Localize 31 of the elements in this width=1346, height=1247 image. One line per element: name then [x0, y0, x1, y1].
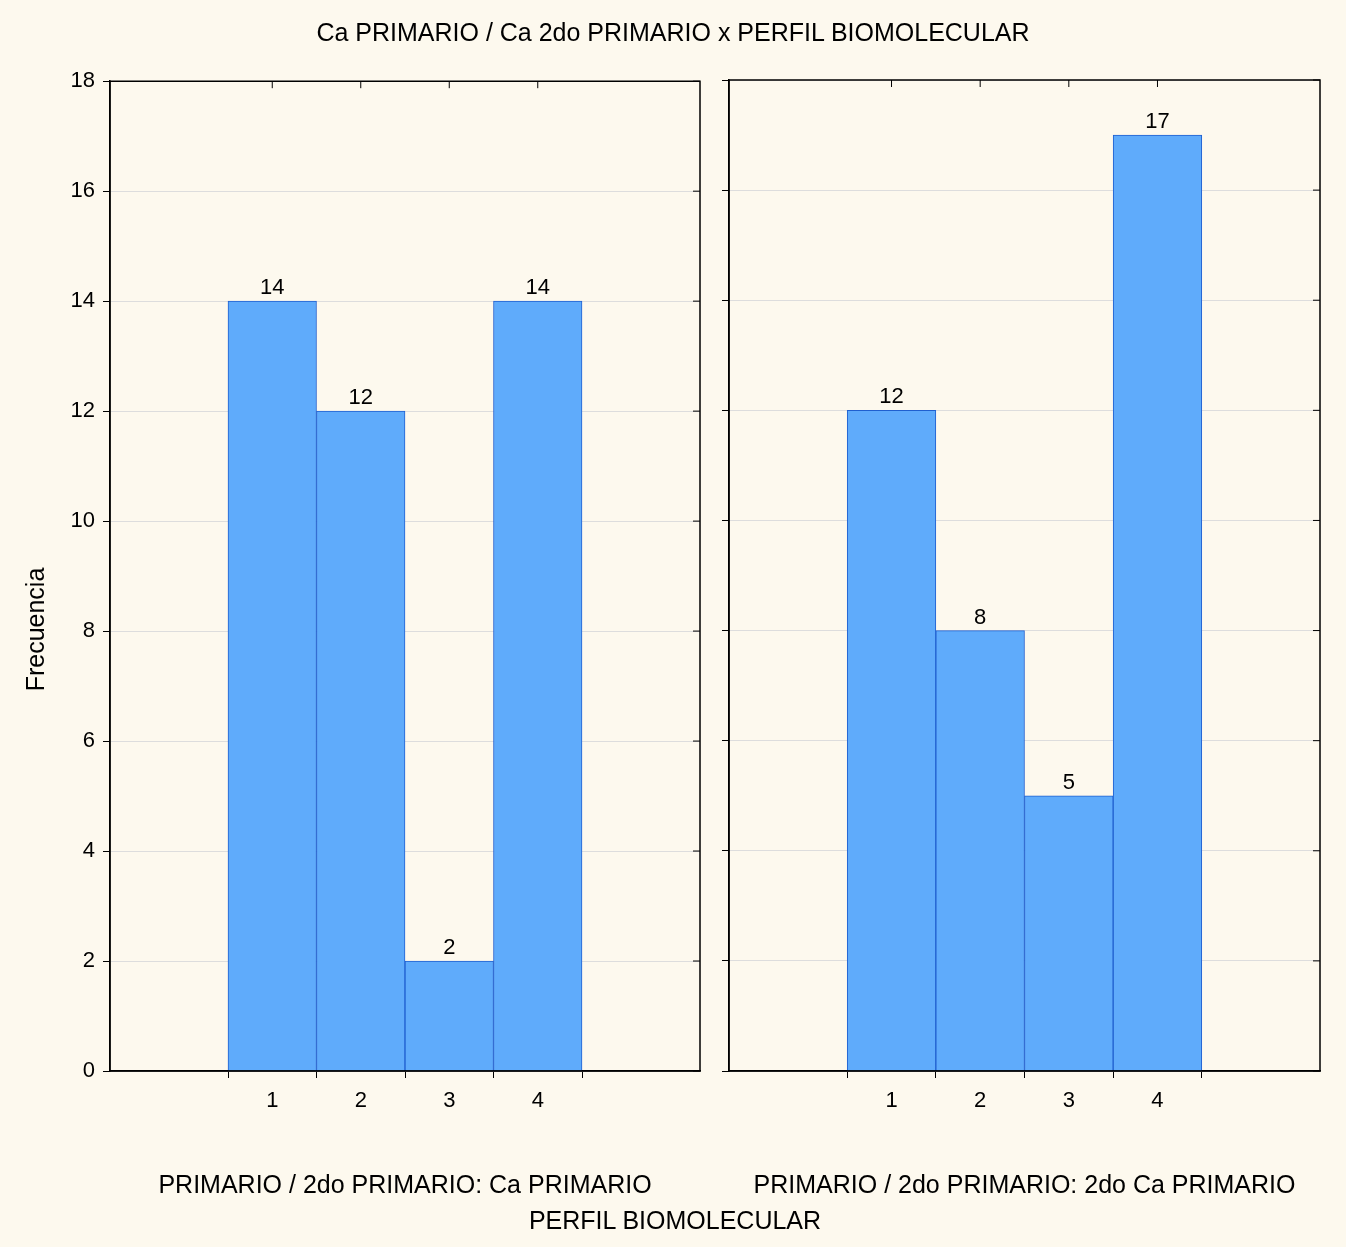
- data-label: 8: [974, 603, 987, 629]
- x-tick-label: 4: [1151, 1087, 1164, 1113]
- text: Ca PRIMARIO / Ca 2do PRIMARIO x PERFIL BIOMOLECULAR: [315, 18, 1031, 47]
- data-label: 14: [525, 274, 550, 300]
- data-label: 17: [1145, 108, 1170, 134]
- x-tick-label: 3: [1062, 1087, 1075, 1113]
- y-tick-label: 10: [70, 507, 95, 533]
- x-tick-label: 2: [974, 1087, 987, 1113]
- x-tick-label: 2: [354, 1087, 367, 1113]
- data-label: 14: [260, 274, 285, 300]
- y-tick-label: 0: [82, 1057, 95, 1083]
- data-label: 2: [443, 934, 456, 960]
- text: PERFIL BIOMOLECULAR: [527, 1206, 823, 1235]
- data-label: 5: [1062, 768, 1075, 794]
- x-tick-label: 3: [443, 1087, 456, 1113]
- y-tick-label: 2: [82, 947, 95, 973]
- y-tick-label: 6: [82, 727, 95, 753]
- y-tick-label: 12: [70, 397, 95, 423]
- y-tick-label: 4: [82, 837, 95, 863]
- x-tick-label: 1: [266, 1087, 279, 1113]
- x-tick-label: 4: [531, 1087, 544, 1113]
- y-tick-label: 18: [70, 67, 95, 93]
- y-tick-label: 8: [82, 617, 95, 643]
- y-axis-title: Frecuencia: [20, 566, 50, 694]
- x-axis-title: PRIMARIO / 2do PRIMARIO: Ca PRIMARIO: [157, 1170, 653, 1199]
- x-tick-label: 1: [885, 1087, 898, 1113]
- y-tick-label: 16: [70, 177, 95, 203]
- y-tick-label: 14: [70, 287, 95, 313]
- data-label: 12: [879, 383, 904, 409]
- x-axis-title: PRIMARIO / 2do PRIMARIO: 2do Ca PRIMARIO: [752, 1170, 1297, 1199]
- data-label: 12: [348, 384, 373, 410]
